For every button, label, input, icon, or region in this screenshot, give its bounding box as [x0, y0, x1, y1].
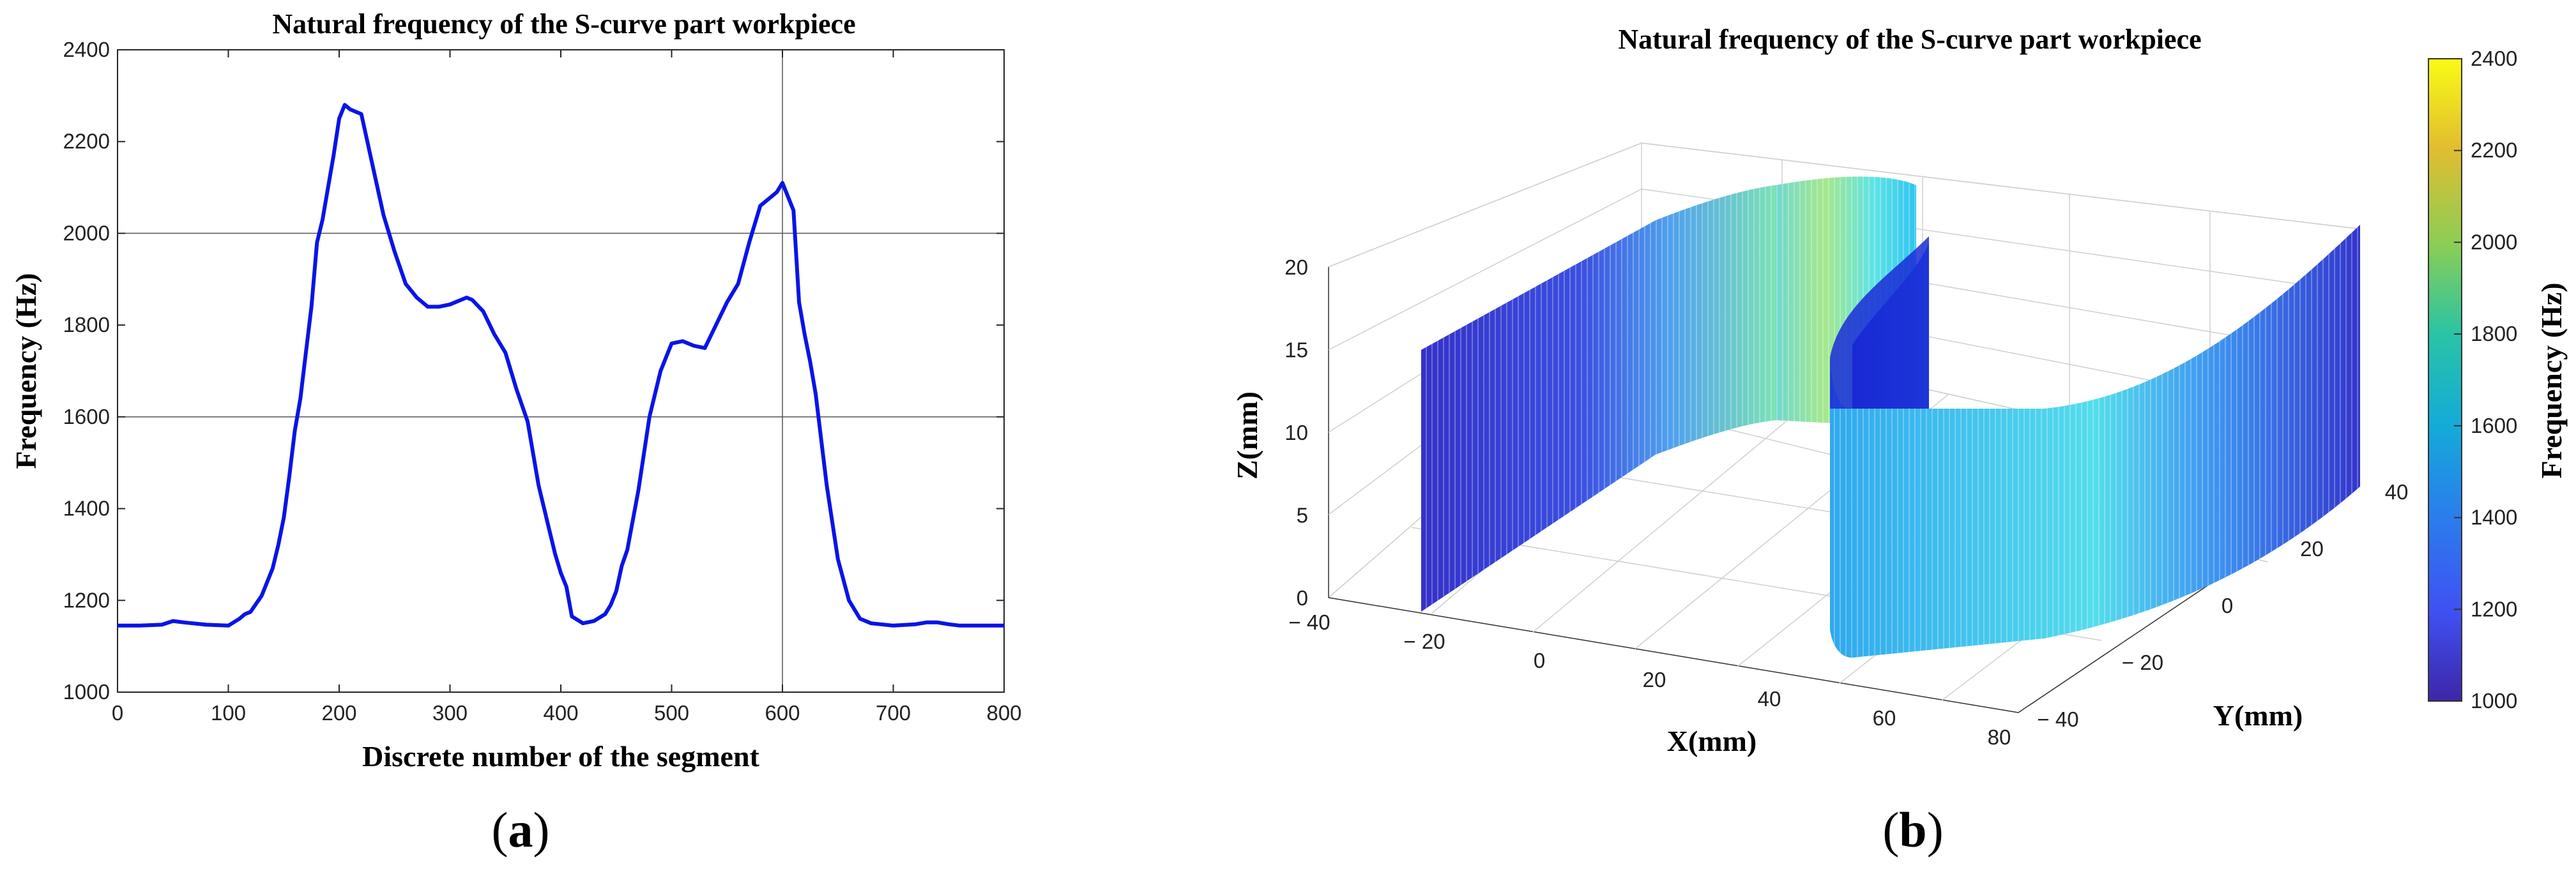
y-tick-label: − 20	[2122, 651, 2163, 674]
x-tick-label: 0	[1534, 649, 1545, 672]
x-tick-label: 0	[112, 701, 123, 725]
z-tick-label: 20	[1284, 255, 1308, 279]
x-tick-label: 800	[986, 701, 1021, 725]
colorbar-tick-label: 2400	[2471, 47, 2517, 70]
x-tick-label: 600	[765, 701, 800, 725]
z-tick-label: 10	[1284, 421, 1308, 444]
panel-b-label: (b)	[1882, 802, 1943, 858]
colorbar-tick-label: 2200	[2471, 139, 2517, 162]
panel-a-line-chart: Natural frequency of the S-curve part wo…	[10, 8, 1022, 858]
x-tick-label: 60	[1873, 706, 1896, 730]
y-tick-label: 20	[2300, 537, 2324, 561]
y-tick-label: 1400	[63, 497, 110, 520]
x-tick-label: 100	[211, 701, 246, 725]
chart-b-zlabel: Z(mm)	[1231, 391, 1263, 480]
chart-b-z-axis: 0 5 10 15 20	[1284, 255, 1308, 610]
chart-a-xlabel: Discrete number of the segment	[362, 740, 759, 773]
chart-b-ylabel: Y(mm)	[2213, 699, 2303, 732]
colorbar-tick-label: 1400	[2471, 506, 2517, 529]
colorbar-tick-label: 1600	[2471, 414, 2517, 437]
colorbar-tick-label: 2000	[2471, 230, 2517, 253]
panel-a-letter: a	[508, 802, 533, 858]
chart-b-colorbar-ticks: 1000 1200 1400 1600 1800 2000 2200 2400	[2454, 47, 2517, 713]
chart-b-x-axis: − 40 − 20 0 20 40 60 80	[1288, 610, 2011, 749]
y-tick-label: 0	[2222, 594, 2233, 617]
chart-b-xlabel: X(mm)	[1667, 725, 1757, 757]
chart-b-y-axis: − 40 − 20 0 20 40	[2037, 480, 2408, 731]
x-tick-label: 80	[1988, 725, 2011, 749]
z-tick-label: 15	[1284, 338, 1308, 362]
colorbar-tick-label: 1000	[2471, 689, 2517, 713]
x-tick-label: 200	[321, 701, 356, 725]
panel-b-3d-surface: Natural frequency of the S-curve part wo…	[1231, 24, 2568, 858]
chart-a-title: Natural frequency of the S-curve part wo…	[272, 8, 855, 40]
x-tick-label: 500	[654, 701, 689, 725]
chart-b-colorbar-label: Frequency (Hz)	[2535, 282, 2568, 478]
chart-a-ylabel: Frequency (Hz)	[10, 273, 42, 469]
colorbar-tick-label: 1800	[2471, 322, 2517, 345]
y-tick-label: 1800	[63, 313, 110, 336]
chart-a-reference-lines	[118, 50, 1004, 692]
x-tick-label: 400	[543, 701, 578, 725]
x-tick-label: 700	[876, 701, 911, 725]
chart-a-frequency-line	[118, 103, 1004, 628]
y-tick-label: − 40	[2037, 707, 2078, 731]
chart-a-plot-area	[117, 49, 1005, 693]
y-tick-label: 1600	[63, 405, 110, 428]
panel-b-letter: b	[1899, 802, 1926, 858]
chart-b-colorbar	[2428, 58, 2462, 702]
y-tick-label: 1200	[63, 588, 110, 612]
x-tick-label: − 20	[1403, 630, 1445, 653]
z-tick-label: 5	[1297, 504, 1308, 527]
z-tick-label: 0	[1297, 586, 1308, 610]
chart-a-y-axis: 1000 1200 1400 1600 1800 2000 2200 2400	[63, 38, 1004, 704]
x-tick-label: 40	[1758, 687, 1781, 711]
colorbar-tick-label: 1200	[2471, 597, 2517, 621]
y-tick-label: 40	[2385, 480, 2409, 504]
chart-a-x-axis: 0 100 200 300 400 500 600 700 800	[112, 50, 1022, 725]
x-tick-label: 20	[1643, 668, 1666, 691]
chart-b-title: Natural frequency of the S-curve part wo…	[1618, 24, 2201, 55]
y-tick-label: 2000	[63, 221, 110, 245]
chart-b-s-curve-surface	[1421, 176, 2360, 658]
panel-a-label: (a)	[492, 802, 550, 858]
x-tick-label: 300	[432, 701, 468, 725]
y-tick-label: 1000	[63, 680, 110, 704]
x-tick-label: − 40	[1288, 610, 1330, 634]
y-tick-label: 2200	[63, 130, 110, 153]
y-tick-label: 2400	[63, 38, 110, 61]
